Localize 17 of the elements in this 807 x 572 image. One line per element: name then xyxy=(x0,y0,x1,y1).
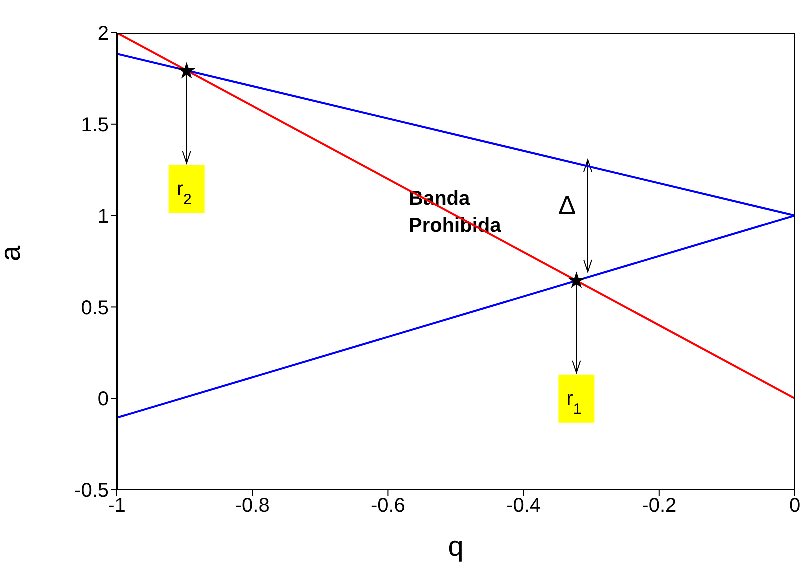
annotation: r$_{2}$ xyxy=(176,178,192,208)
x-tick-label: -0.8 xyxy=(235,495,270,518)
x-axis-title: q xyxy=(448,531,464,562)
y-tick-label: -0.5 xyxy=(74,480,109,502)
y-tick-label: 1 xyxy=(98,206,109,228)
y-tick-label: 1.5 xyxy=(81,114,109,136)
y-tick-label: 2 xyxy=(98,23,109,46)
x-tick-label: -0.6 xyxy=(370,495,406,518)
y-axis-title: a xyxy=(0,246,26,262)
annotation: Δ xyxy=(558,190,576,220)
x-tick-label: 0 xyxy=(789,495,801,518)
x-tick-label: -0.2 xyxy=(642,495,677,518)
y-tick-label: 0 xyxy=(98,388,109,411)
x-tick-label: -1 xyxy=(108,495,126,518)
x-tick-label: -0.4 xyxy=(506,495,542,518)
annotation: r$_{1}$ xyxy=(566,388,582,418)
y-tick-label: 0.5 xyxy=(81,297,109,320)
